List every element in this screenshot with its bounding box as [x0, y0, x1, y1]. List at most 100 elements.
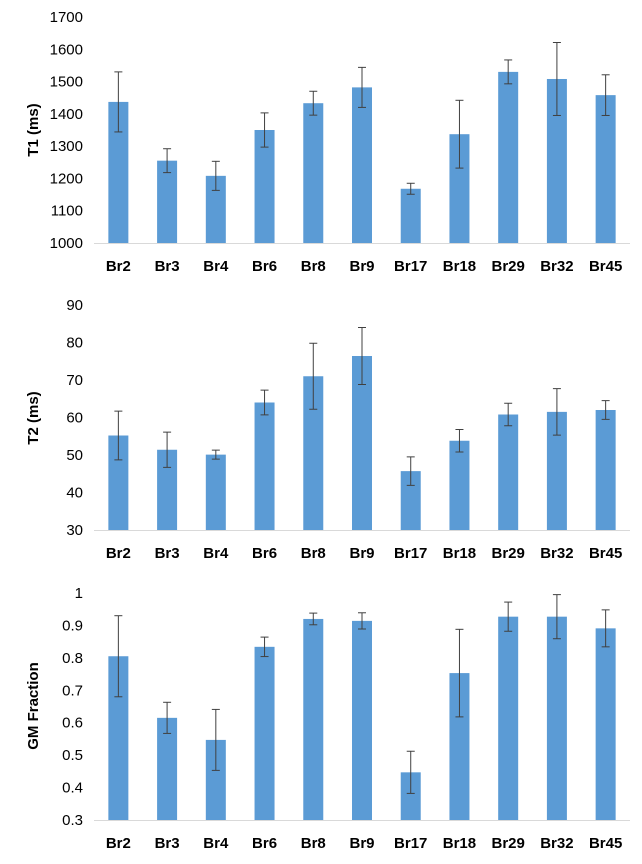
bar-br3 — [157, 449, 178, 530]
error-bar-br4 — [211, 708, 220, 771]
error-bar-br45 — [601, 74, 610, 116]
bar-br6 — [254, 130, 275, 243]
error-bar-br2 — [114, 615, 123, 698]
y-tick-label: 1600 — [50, 41, 83, 58]
error-bar-br9 — [358, 612, 366, 630]
bar-br6 — [254, 402, 275, 530]
y-axis-label: T2 (ms) — [25, 391, 42, 444]
x-tick-label: Br8 — [301, 258, 326, 275]
x-tick-label: Br9 — [349, 835, 374, 852]
y-tick-label: 50 — [66, 447, 83, 464]
bar-br17 — [400, 471, 421, 530]
x-tick-label: Br2 — [106, 545, 131, 562]
x-tick-label: Br2 — [106, 835, 131, 852]
bar-br8 — [303, 618, 324, 820]
x-tick-label: Br18 — [443, 258, 476, 275]
y-tick-label: 0.8 — [62, 650, 83, 667]
error-bar-br4 — [211, 449, 220, 460]
y-tick-label: 70 — [66, 372, 83, 389]
bar-br18 — [449, 134, 470, 243]
x-tick-label: Br2 — [106, 258, 131, 275]
y-axis-label: GM Fraction — [25, 662, 42, 750]
bar-br4 — [205, 175, 226, 243]
y-tick-label: 1100 — [51, 203, 83, 220]
bar-br29 — [498, 71, 519, 243]
x-tick-label: Br32 — [540, 835, 573, 852]
error-bar-br18 — [455, 628, 464, 718]
x-tick-label: Br29 — [492, 835, 525, 852]
bar-br45 — [595, 628, 616, 820]
error-bar-br2 — [114, 410, 123, 461]
y-tick-label: 30 — [66, 522, 83, 539]
error-bar-br29 — [504, 402, 513, 427]
bar-br29 — [498, 414, 519, 530]
y-tick-label: 0.9 — [62, 617, 83, 634]
bar-br2 — [108, 101, 129, 243]
x-tick-label: Br8 — [301, 835, 326, 852]
y-tick-label: 1000 — [50, 235, 83, 252]
x-tick-label: Br6 — [252, 545, 277, 562]
x-tick-label: Br45 — [589, 545, 622, 562]
error-bar-br32 — [552, 388, 561, 436]
y-tick-label: 1500 — [50, 74, 83, 91]
x-tick-label: Br9 — [349, 258, 374, 275]
error-bar-br17 — [406, 182, 415, 195]
y-tick-label: 1400 — [50, 106, 83, 123]
error-bar-br29 — [504, 601, 513, 632]
y-tick-label: 0.3 — [62, 812, 83, 829]
x-tick-label: Br17 — [394, 545, 427, 562]
x-tick-label: Br6 — [252, 258, 277, 275]
y-tick-label: 1 — [75, 585, 83, 602]
bar-br45 — [595, 410, 616, 530]
x-tick-label: Br45 — [589, 258, 622, 275]
x-tick-label: Br17 — [394, 258, 427, 275]
y-tick-label: 40 — [66, 485, 83, 502]
y-tick-label: 1300 — [50, 138, 83, 155]
x-tick-label: Br17 — [394, 835, 427, 852]
bar-br45 — [595, 95, 616, 243]
bar-br8 — [303, 103, 324, 244]
y-tick-label: 0.7 — [62, 682, 83, 699]
error-bar-br9 — [358, 66, 366, 108]
error-bar-br8 — [309, 90, 318, 116]
error-bar-br8 — [309, 342, 318, 410]
x-tick-label: Br45 — [589, 835, 622, 852]
y-axis-label: T1 (ms) — [25, 103, 42, 156]
error-bar-br32 — [552, 42, 561, 116]
bar-br3 — [157, 717, 178, 820]
error-bar-br4 — [211, 160, 220, 191]
x-tick-label: Br4 — [203, 545, 229, 562]
bar-br8 — [303, 376, 324, 530]
y-tick-label: 80 — [66, 335, 83, 352]
x-tick-label: Br4 — [203, 835, 229, 852]
x-tick-label: Br18 — [443, 545, 476, 562]
error-bar-br32 — [552, 594, 561, 640]
bar-br4 — [205, 454, 226, 530]
bar-br2 — [108, 656, 129, 820]
x-tick-label: Br3 — [155, 258, 180, 275]
bar-br4 — [205, 739, 226, 820]
error-bar-br9 — [358, 327, 366, 385]
error-bar-br3 — [163, 148, 172, 174]
error-bar-br45 — [601, 400, 610, 420]
bar-br9 — [352, 620, 372, 820]
bar-br3 — [157, 160, 178, 243]
y-tick-label: 0.4 — [62, 780, 83, 797]
bar-br17 — [400, 772, 421, 820]
y-tick-label: 0.5 — [62, 747, 83, 764]
x-tick-label: Br9 — [349, 545, 374, 562]
x-tick-label: Br3 — [155, 835, 180, 852]
error-bar-br45 — [601, 609, 610, 648]
error-bar-br3 — [163, 431, 172, 468]
error-bar-br3 — [163, 701, 172, 734]
bar-br32 — [546, 616, 567, 820]
x-tick-label: Br4 — [203, 258, 229, 275]
chart-panel-2: T2 (ms) 30 40 50 60 70 80 90 Br2 Br3 Br4 Br6 Br8 Br9 B… — [25, 297, 630, 562]
error-bar-br8 — [309, 612, 318, 626]
x-tick-label: Br32 — [540, 258, 573, 275]
y-tick-label: 0.6 — [62, 715, 83, 732]
error-bar-br18 — [455, 99, 464, 169]
y-tick-label: 1700 — [50, 9, 83, 26]
